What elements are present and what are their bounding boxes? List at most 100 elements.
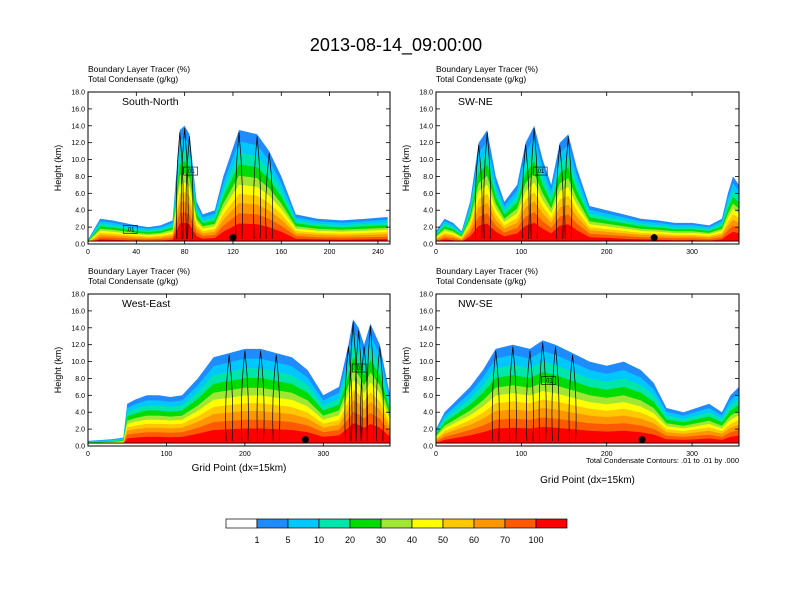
x-axis-label: Grid Point (dx=15km) bbox=[192, 463, 287, 474]
panel-subtitle-tracer: Boundary Layer Tracer (%) bbox=[436, 64, 538, 74]
condensate-contour bbox=[366, 325, 375, 441]
y-tick-label: 0.0 bbox=[423, 242, 433, 249]
y-tick-label: 10.0 bbox=[419, 359, 433, 366]
colorbar-cell bbox=[349, 518, 382, 529]
condensate-contour bbox=[530, 128, 539, 239]
y-tick-label: 0.0 bbox=[75, 444, 85, 451]
terrain bbox=[88, 443, 390, 446]
figure-title: 2013-08-14_09:00:00 bbox=[310, 35, 482, 56]
plot-frame bbox=[87, 91, 391, 245]
x-tick-label: 200 bbox=[324, 249, 336, 256]
y-tick-label: 16.0 bbox=[419, 308, 433, 315]
condensate-contour bbox=[349, 321, 358, 441]
y-tick-label: 16.0 bbox=[71, 308, 85, 315]
y-tick-label: 18.0 bbox=[419, 292, 433, 299]
y-axis-label: Height (km) bbox=[53, 145, 63, 192]
y-tick-label: 14.0 bbox=[71, 123, 85, 130]
y-tick-label: 2.0 bbox=[75, 225, 85, 232]
condensate-contour bbox=[240, 350, 249, 441]
contour-label-box bbox=[351, 363, 367, 373]
y-axis-label: Height (km) bbox=[401, 145, 411, 192]
y-tick-label: 12.0 bbox=[71, 140, 85, 147]
tracer-band-10 bbox=[88, 222, 388, 244]
colorbar-cell bbox=[411, 518, 444, 529]
y-tick-label: 2.0 bbox=[423, 427, 433, 434]
y-tick-label: 14.0 bbox=[419, 123, 433, 130]
center-marker bbox=[229, 234, 237, 242]
y-tick-label: 10.0 bbox=[71, 359, 85, 366]
colorbar-label: 100 bbox=[528, 535, 543, 545]
x-tick-label: 100 bbox=[161, 451, 173, 458]
x-tick-label: 300 bbox=[686, 451, 698, 458]
panel-sw-ne: Boundary Layer Tracer (%)Total Condensat… bbox=[401, 64, 740, 256]
condensate-contour bbox=[474, 144, 483, 239]
colorbar-label: 30 bbox=[376, 535, 386, 545]
center-marker bbox=[650, 234, 658, 242]
y-tick-label: 10.0 bbox=[71, 157, 85, 164]
y-tick-label: 8.0 bbox=[423, 174, 433, 181]
condensate-contour bbox=[235, 132, 243, 239]
colorbar-label: 1 bbox=[254, 535, 259, 545]
x-tick-label: 0 bbox=[86, 451, 90, 458]
y-tick-label: 4.0 bbox=[423, 410, 433, 417]
x-tick-label: 240 bbox=[372, 249, 384, 256]
colorbar-cell bbox=[504, 518, 537, 529]
x-tick-label: 120 bbox=[227, 249, 239, 256]
colorbar-cell bbox=[535, 518, 568, 529]
colorbar-label: 60 bbox=[469, 535, 479, 545]
condensate-contour bbox=[253, 136, 262, 239]
colorbar: 1 5 10 20 30 40 50 60 70 100 bbox=[225, 518, 568, 545]
y-tick-label: 8.0 bbox=[423, 376, 433, 383]
contour-label-box bbox=[532, 166, 548, 176]
y-tick-label: 6.0 bbox=[423, 393, 433, 400]
panel-subtitle-tracer: Boundary Layer Tracer (%) bbox=[436, 266, 538, 276]
plot-frame bbox=[435, 91, 740, 245]
panel-label: SW-NE bbox=[458, 96, 493, 108]
panels: Boundary Layer Tracer (%)Total Condensat… bbox=[53, 64, 740, 486]
center-marker bbox=[301, 436, 309, 444]
plot-frame bbox=[435, 293, 740, 447]
y-tick-label: 18.0 bbox=[419, 90, 433, 97]
y-tick-label: 10.0 bbox=[419, 157, 433, 164]
colorbar-cell bbox=[287, 518, 320, 529]
condensate-contour bbox=[538, 342, 547, 441]
y-tick-label: 6.0 bbox=[75, 393, 85, 400]
x-tick-label: 300 bbox=[686, 249, 698, 256]
contour-label-box bbox=[541, 376, 556, 385]
panel-south-north: Boundary Layer Tracer (%)Total Condensat… bbox=[53, 64, 391, 256]
plot-area: .01 bbox=[436, 125, 739, 244]
condensate-contour bbox=[375, 346, 384, 441]
panel-subtitle-condensate: Total Condensate (g/kg) bbox=[436, 74, 526, 84]
condensate-contour bbox=[265, 152, 274, 239]
condensate-contour bbox=[272, 354, 281, 441]
tracer-band-10 bbox=[436, 427, 739, 446]
terrain bbox=[88, 241, 390, 244]
terrain bbox=[436, 241, 739, 244]
y-tick-label: 8.0 bbox=[75, 376, 85, 383]
y-tick-label: 2.0 bbox=[423, 225, 433, 232]
y-tick-label: 6.0 bbox=[75, 191, 85, 198]
x-tick-label: 160 bbox=[275, 249, 287, 256]
panel-subtitle-condensate: Total Condensate (g/kg) bbox=[88, 276, 178, 286]
x-tick-label: 0 bbox=[434, 451, 438, 458]
panel-west-east: Boundary Layer Tracer (%)Total Condensat… bbox=[53, 266, 391, 474]
condensate-contour bbox=[521, 144, 530, 239]
y-tick-label: 16.0 bbox=[419, 106, 433, 113]
condensate-contour bbox=[354, 330, 363, 441]
y-tick-label: 12.0 bbox=[419, 342, 433, 349]
condensate-contour bbox=[491, 350, 500, 441]
panel-label: West-East bbox=[122, 298, 170, 310]
y-tick-label: 16.0 bbox=[71, 106, 85, 113]
tracer-band-10 bbox=[88, 423, 390, 446]
colorbar-cell bbox=[473, 518, 506, 529]
condensate-contour bbox=[551, 346, 560, 441]
colorbar-label: 70 bbox=[500, 535, 510, 545]
panel-label: South-North bbox=[122, 96, 179, 108]
panel-subtitle-tracer: Boundary Layer Tracer (%) bbox=[88, 64, 190, 74]
x-tick-label: 100 bbox=[516, 451, 528, 458]
x-tick-label: 300 bbox=[317, 451, 329, 458]
contour-label: .01 bbox=[545, 379, 554, 385]
x-tick-label: 200 bbox=[601, 451, 613, 458]
y-tick-label: 4.0 bbox=[75, 208, 85, 215]
